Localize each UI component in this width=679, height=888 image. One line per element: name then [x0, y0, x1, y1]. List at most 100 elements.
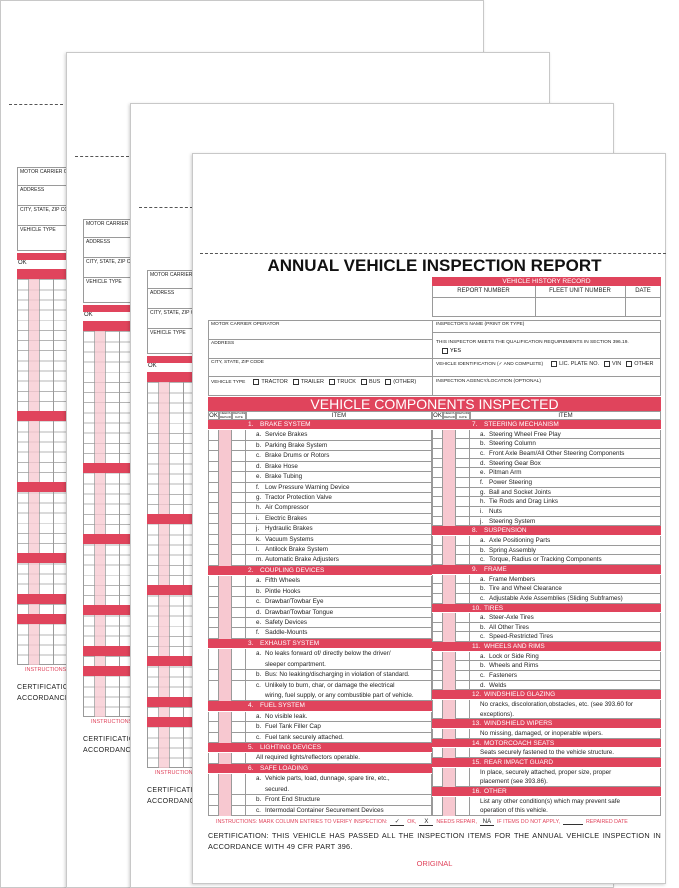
- needs-repair-cell: [443, 584, 456, 594]
- item-row: [208, 587, 432, 598]
- item-text: Steer-Axle Tires: [489, 614, 534, 622]
- needs-repair-cell: [443, 535, 456, 546]
- item-letter: c.: [480, 449, 485, 457]
- repaired-date-cell: [456, 506, 470, 517]
- repaired-date-cell: [456, 497, 470, 507]
- item-row: [208, 503, 432, 514]
- needs-repair-cell: [219, 597, 232, 608]
- repaired-date-cell: [456, 593, 470, 604]
- row-line: [208, 376, 432, 377]
- option-label: LIC. PLATE NO.: [559, 361, 600, 367]
- needs-repair-cell: [443, 661, 456, 672]
- section-header: [208, 565, 432, 577]
- item-row: [208, 514, 432, 525]
- repaired-date-cell: [456, 729, 470, 739]
- ok-cell: [208, 805, 219, 816]
- item-row: [432, 613, 661, 623]
- item-letter: h.: [480, 498, 486, 506]
- item-row: [432, 632, 661, 643]
- instructions: INSTRUCTIONS: [155, 770, 197, 776]
- item-letter: d.: [256, 608, 262, 616]
- item-letter: a.: [256, 431, 262, 439]
- needs-repair-cell: [219, 618, 232, 629]
- item-letter: h.: [256, 504, 262, 512]
- ok-cell: [208, 482, 219, 493]
- ok-cell: [208, 503, 219, 514]
- needs-repair-cell: [219, 680, 232, 702]
- row-line: [432, 358, 661, 359]
- ok-cell: [432, 516, 443, 527]
- section-title: FUEL SYSTEM: [260, 702, 305, 710]
- ok-cell: [208, 534, 219, 546]
- row-line: [432, 297, 661, 298]
- repaired-date-cell: [232, 451, 246, 462]
- ok-cell: [208, 461, 219, 473]
- item-row: [208, 576, 432, 587]
- item-text: exceptions).: [480, 710, 514, 718]
- needs-repair-cell: [219, 534, 232, 546]
- field-label: MOTOR CARRIER OPERATOR: [20, 169, 92, 175]
- item-text: Welds: [489, 681, 507, 689]
- ok-cell: [432, 429, 443, 440]
- item-row: [432, 681, 661, 691]
- checkbox: [385, 379, 392, 385]
- pink-column: [94, 321, 106, 717]
- repaired-date-cell: [232, 492, 246, 504]
- field-label: CITY, STATE, ZIP CODE: [211, 360, 264, 365]
- item-row: [432, 517, 661, 527]
- section-header: [432, 758, 661, 768]
- option-label: OTHER: [634, 361, 654, 367]
- ok-cell: [432, 477, 443, 488]
- item-text: sleeper compartment.: [265, 660, 326, 668]
- repaired-date-cell: [456, 477, 470, 488]
- item-row: [208, 493, 432, 504]
- ok-cell: [208, 492, 219, 504]
- needs-repair-cell: [443, 439, 456, 449]
- ok-cell: [208, 524, 219, 535]
- item-text: Steering Column: [489, 440, 536, 448]
- ok-cell: [432, 680, 443, 691]
- column-line: [53, 269, 54, 665]
- field-label: VEHICLE TYPE: [211, 379, 246, 385]
- item-letter: a.: [480, 614, 486, 622]
- ok-cell: [208, 618, 219, 629]
- ok-cell: [208, 430, 219, 441]
- section-header: [432, 787, 661, 797]
- needs-repair-cell: [219, 732, 232, 744]
- ok-cell: [432, 700, 443, 720]
- item-letter: e.: [256, 473, 262, 481]
- section-number: 16.: [472, 788, 482, 796]
- item-row: [208, 430, 432, 441]
- item-row: [208, 483, 432, 493]
- needs-repair-cell: [443, 487, 456, 498]
- ok-label: OK: [148, 363, 157, 369]
- item-row: [432, 768, 661, 788]
- row-line: [432, 332, 661, 333]
- item-text: Tire and Wheel Clearance: [489, 585, 562, 593]
- item-text: Saddle-Mounts: [265, 629, 308, 637]
- section-number: 14.: [472, 739, 482, 747]
- item-letter: i.: [256, 514, 260, 522]
- item-text: Safety Devices: [265, 619, 307, 626]
- ok-cell: [208, 513, 219, 525]
- item-text: Ball and Socket Joints: [489, 488, 551, 496]
- item-row: [432, 546, 661, 556]
- repaired-date-cell: [232, 586, 246, 598]
- item-row: [432, 439, 661, 449]
- item-row: [208, 545, 432, 556]
- repaired-date-cell: [232, 440, 246, 452]
- ok-cell: [432, 487, 443, 498]
- column-line: [119, 321, 120, 717]
- item-text: Pitman Arm: [489, 469, 522, 477]
- needs-repair-cell: [219, 524, 232, 535]
- needs-repair-cell: [443, 680, 456, 691]
- option-label: TRACTOR: [261, 379, 288, 385]
- needs-repair-cell: [443, 574, 456, 585]
- repaired-date-cell: [232, 774, 246, 796]
- item-text: Tractor Protection Valve: [265, 493, 332, 501]
- ok-cell: [432, 458, 443, 469]
- item-row: [208, 722, 432, 733]
- item-row: [208, 451, 432, 462]
- item-text: Frame Members: [489, 575, 536, 583]
- item-row: [432, 507, 661, 517]
